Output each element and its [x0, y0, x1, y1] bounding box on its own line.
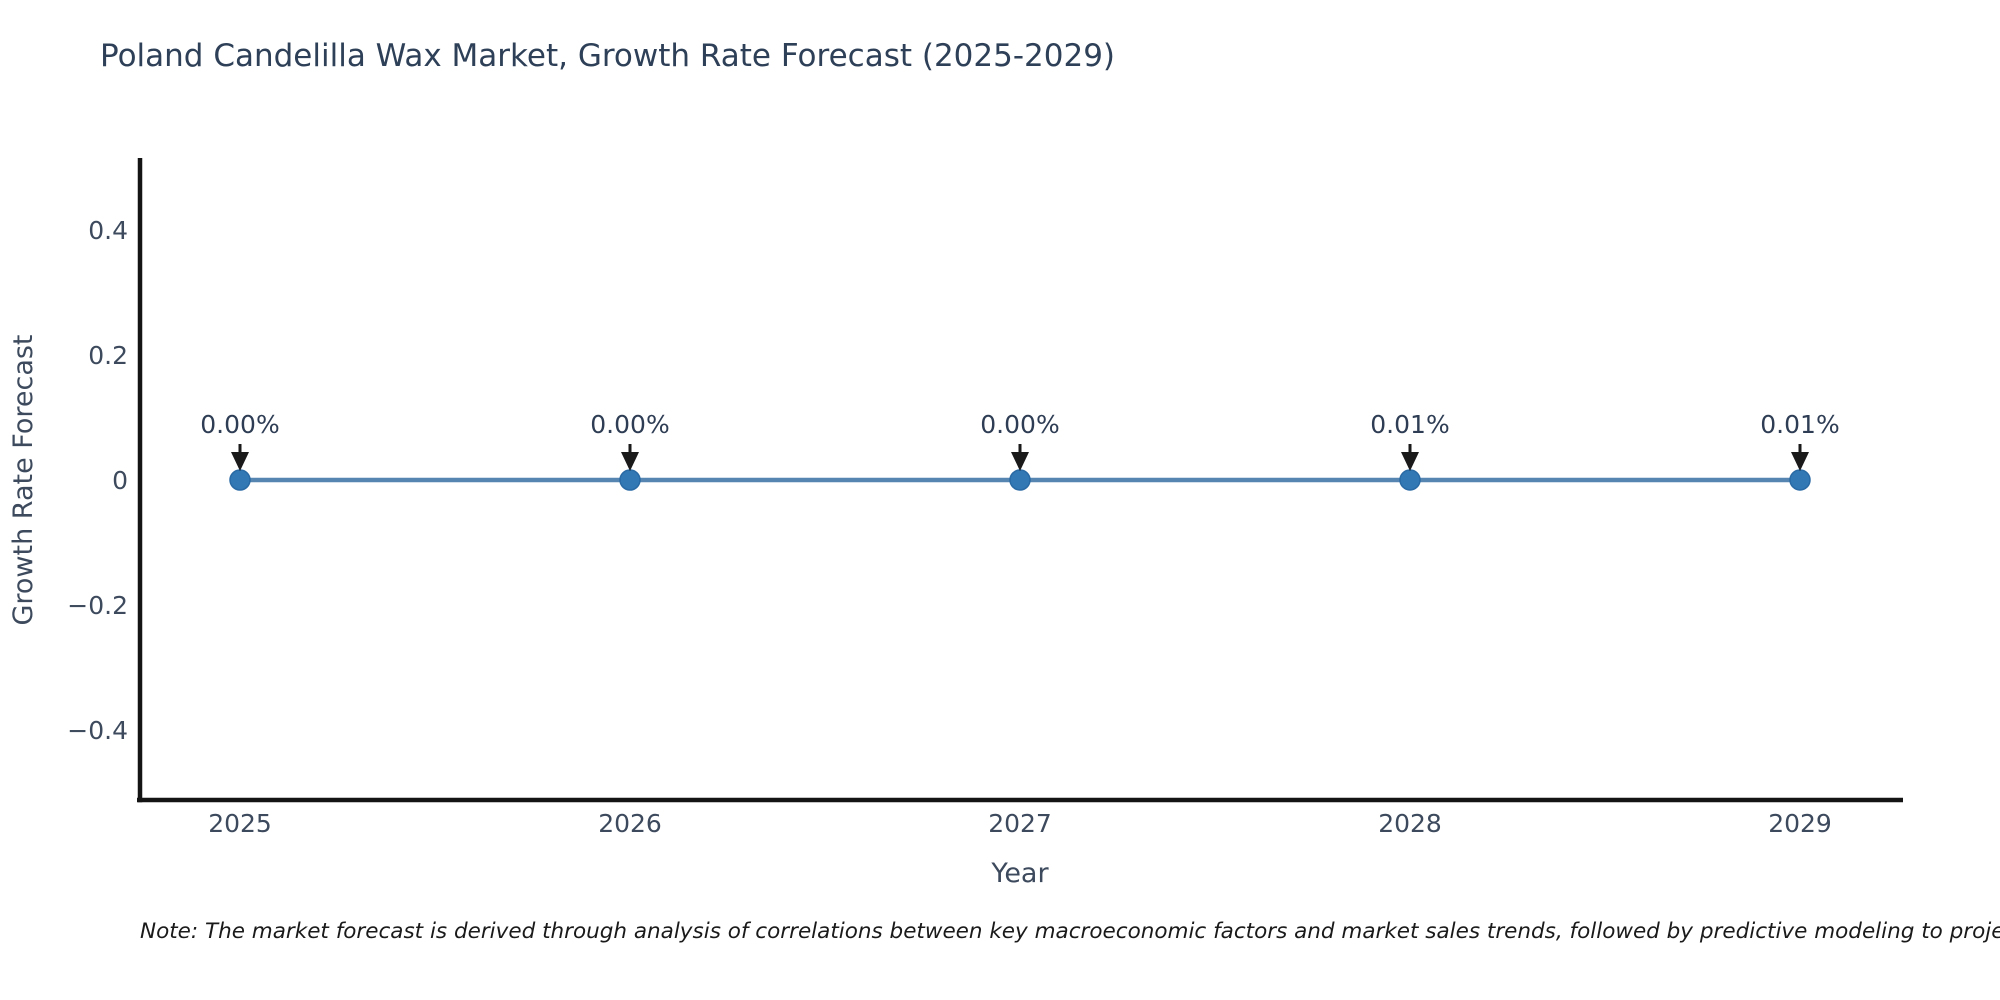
- annotation-arrowhead: [621, 452, 639, 471]
- x-tick-label: 2028: [1378, 809, 1442, 838]
- y-tick-label: 0.2: [88, 341, 128, 370]
- x-tick-label: 2026: [598, 809, 662, 838]
- annotation-arrowhead: [1011, 452, 1029, 471]
- data-point-marker: [1789, 469, 1811, 491]
- annotation-arrowhead: [1791, 452, 1809, 471]
- methodology-note: Note: The market forecast is derived thr…: [140, 919, 2000, 944]
- x-tick-label: 2029: [1768, 809, 1832, 838]
- y-tick-label: −0.2: [67, 591, 128, 620]
- chart-title: Poland Candelilla Wax Market, Growth Rat…: [100, 38, 1116, 74]
- annotation-label: 0.00%: [590, 410, 669, 439]
- annotation-label: 0.00%: [980, 410, 1059, 439]
- data-point-marker: [1399, 469, 1421, 491]
- data-point-marker: [619, 469, 641, 491]
- x-tick-label: 2025: [208, 809, 272, 838]
- annotation-label: 0.00%: [200, 410, 279, 439]
- x-axis-title: Year: [990, 858, 1049, 889]
- x-tick-label: 2027: [988, 809, 1052, 838]
- y-tick-label: −0.4: [67, 716, 128, 745]
- data-point-marker: [1009, 469, 1031, 491]
- y-tick-label: 0.4: [88, 216, 128, 245]
- y-tick-label: 0: [112, 466, 128, 495]
- annotation-arrowhead: [231, 452, 249, 471]
- data-point-marker: [229, 469, 251, 491]
- annotation-label: 0.01%: [1370, 410, 1449, 439]
- annotation-arrowhead: [1401, 452, 1419, 471]
- y-axis-title: Growth Rate Forecast: [8, 334, 39, 625]
- annotation-label: 0.01%: [1760, 410, 1839, 439]
